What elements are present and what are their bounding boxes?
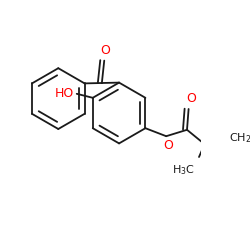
Text: O: O <box>163 140 173 152</box>
Text: O: O <box>100 44 110 57</box>
Text: O: O <box>186 92 196 105</box>
Text: HO: HO <box>55 87 74 100</box>
Text: CH$_2$: CH$_2$ <box>228 131 250 145</box>
Text: H$_3$C: H$_3$C <box>172 164 195 177</box>
